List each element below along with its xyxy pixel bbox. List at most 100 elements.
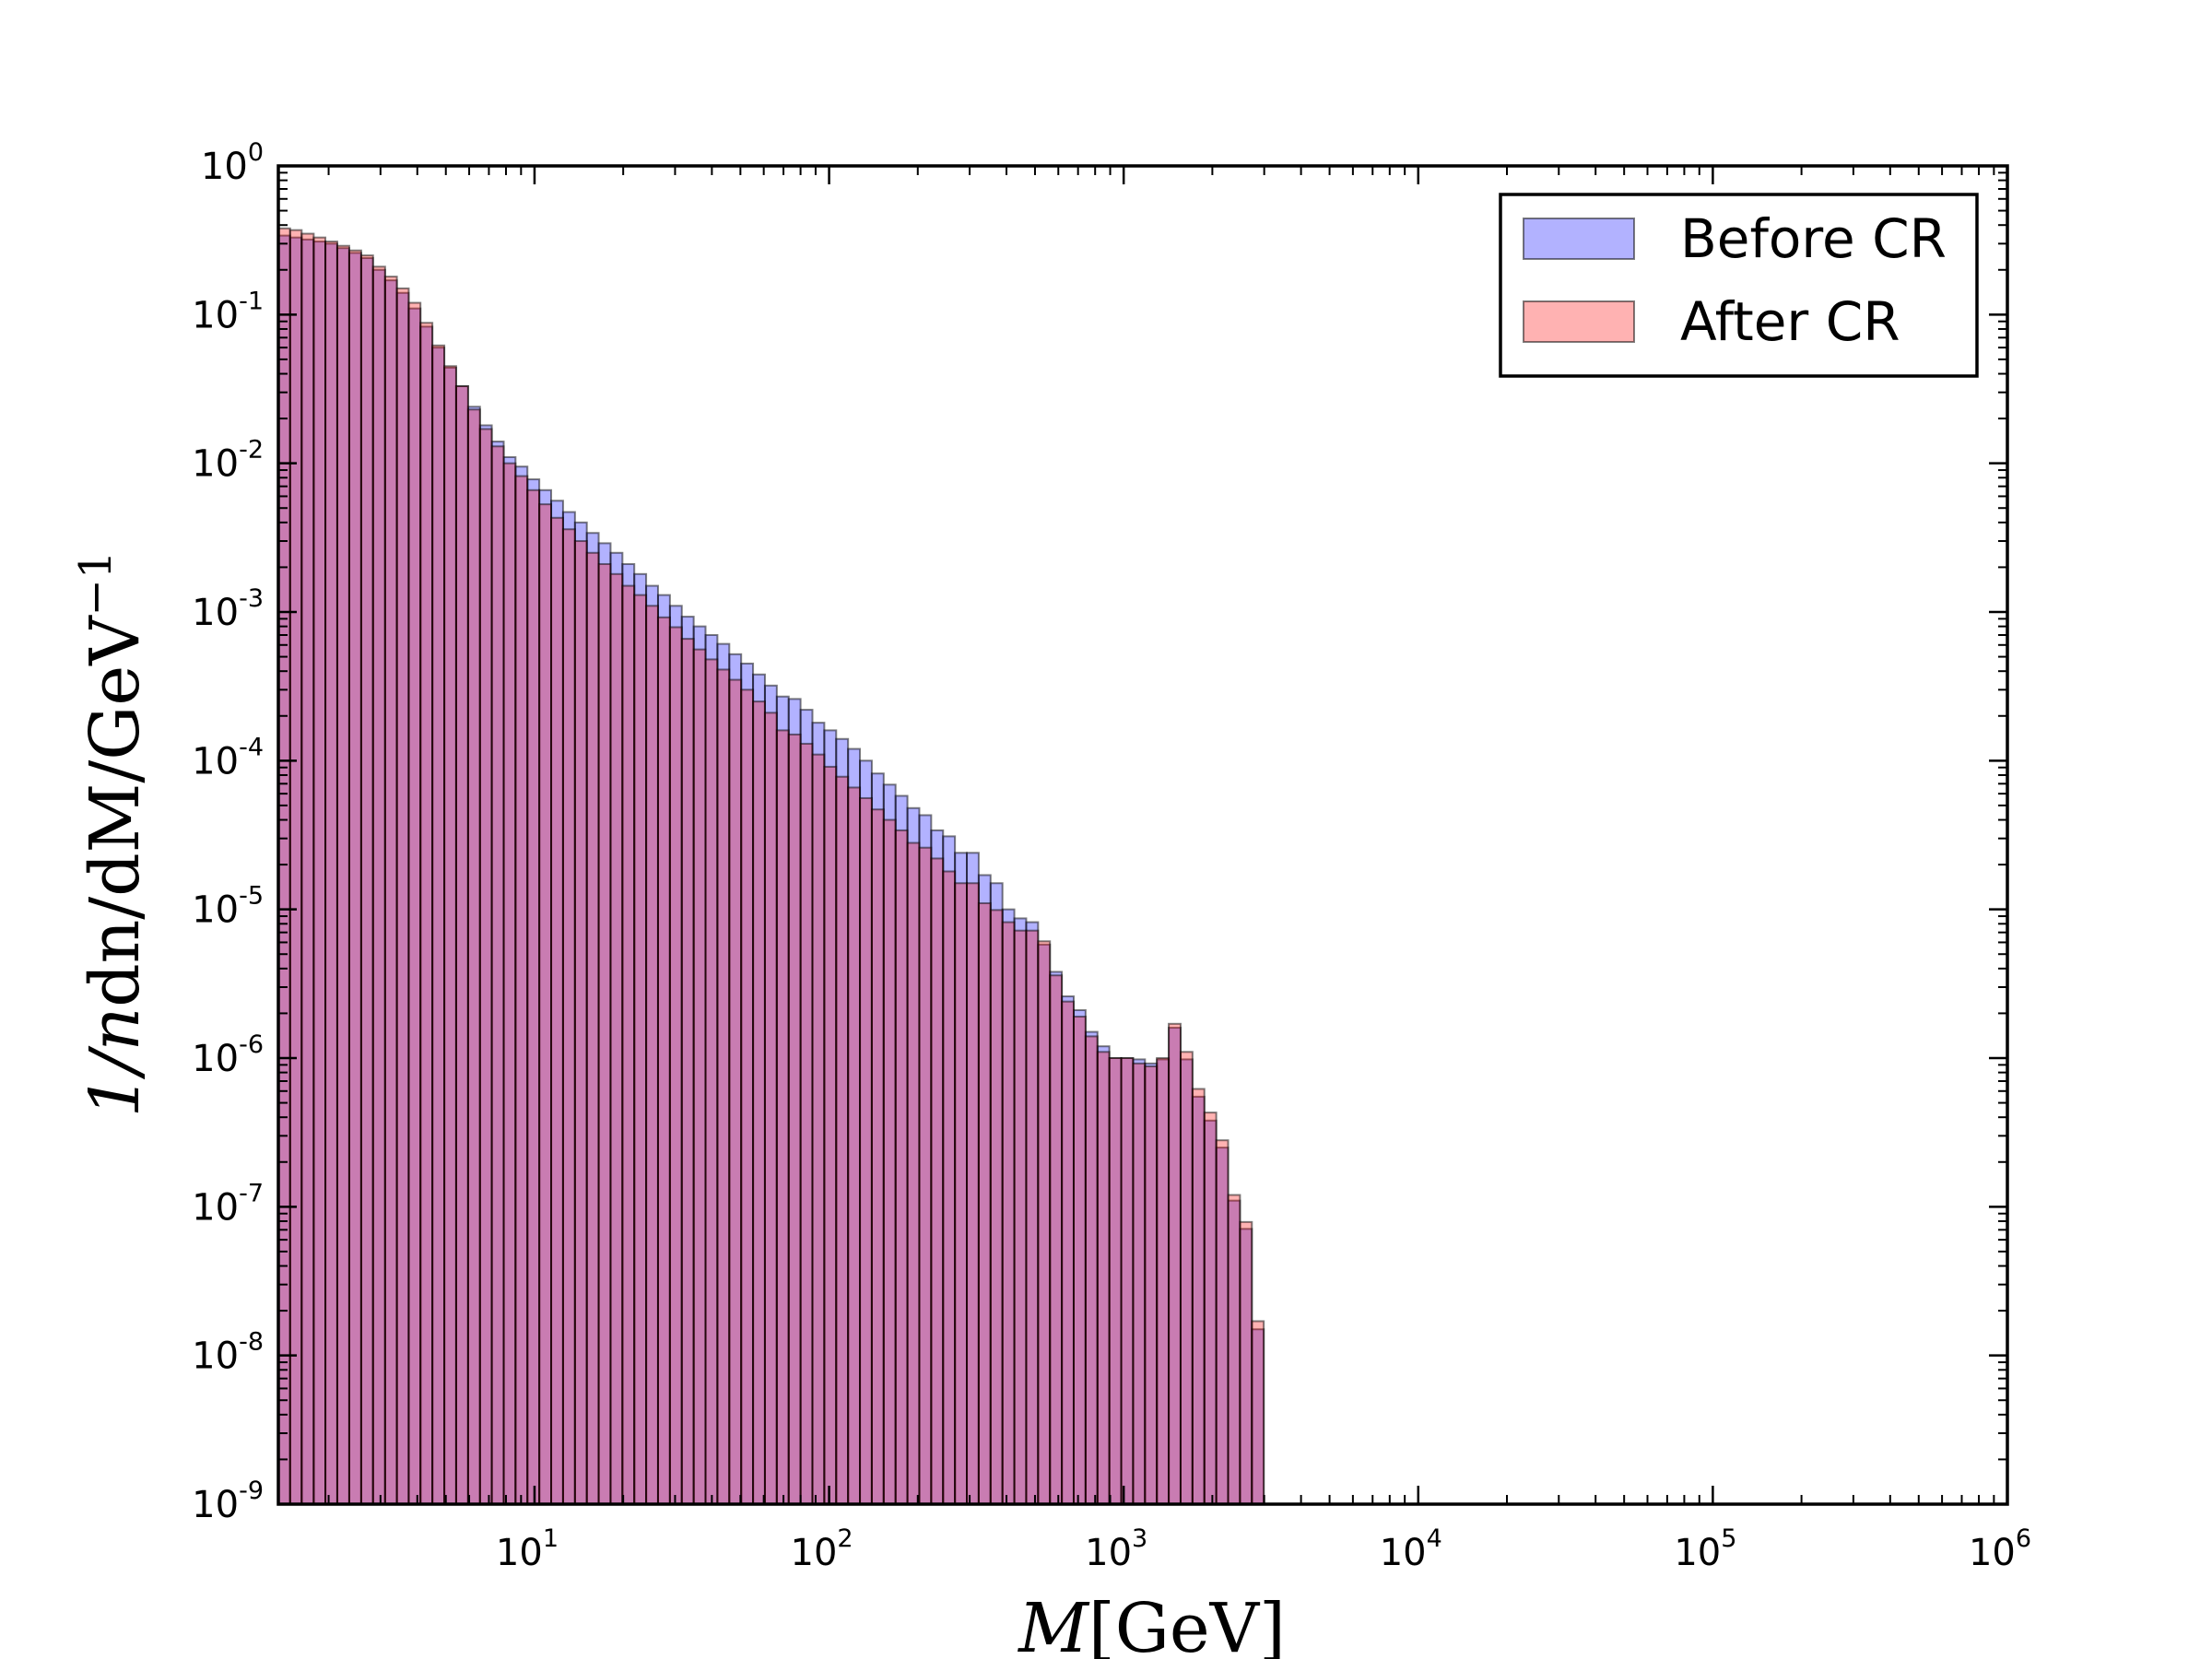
y-tick-base: 10 xyxy=(201,146,248,188)
after-cr-bar xyxy=(359,254,374,1506)
after-cr-bar xyxy=(811,753,826,1505)
y-tick-label: 100 xyxy=(201,138,264,188)
after-cr-bar xyxy=(1025,929,1040,1505)
after-cr-bar xyxy=(526,488,541,1505)
x-tick-exponent: 6 xyxy=(2016,1524,2031,1553)
after-cr-bar xyxy=(1215,1139,1230,1506)
y-tick-exponent: -8 xyxy=(239,1328,264,1357)
y-tick-exponent: -7 xyxy=(239,1179,264,1207)
x-tick-base: 10 xyxy=(1380,1532,1427,1574)
after-cr-bar xyxy=(859,796,873,1505)
after-cr-bar xyxy=(1251,1320,1265,1505)
y-tick-exponent: -2 xyxy=(239,436,264,465)
x-tick-label: 106 xyxy=(1969,1524,2031,1574)
y-axis-label-left: 1/n xyxy=(76,1007,155,1118)
after-cr-bar xyxy=(335,244,350,1505)
after-cr-bar xyxy=(1191,1088,1206,1505)
plot-area xyxy=(278,166,2007,1504)
after-cr-bar xyxy=(704,658,719,1505)
y-tick-exponent: -1 xyxy=(239,287,264,315)
y-axis-label-right: dn/dM/GeV xyxy=(76,615,155,1007)
after-cr-bar xyxy=(752,700,766,1505)
y-tick-exponent: -4 xyxy=(239,733,264,761)
y-tick-base: 10 xyxy=(192,1484,239,1526)
after-cr-bar xyxy=(1120,1057,1135,1505)
after-cr-bar xyxy=(1239,1220,1253,1505)
x-tick-base: 10 xyxy=(1969,1532,2016,1574)
y-tick-label: 10-4 xyxy=(192,733,264,782)
after-cr-bar xyxy=(942,870,957,1505)
plot-frame xyxy=(276,164,2009,1506)
x-tick-exponent: 3 xyxy=(1132,1524,1147,1553)
after-cr-bar xyxy=(728,678,743,1505)
y-tick-base: 10 xyxy=(192,1038,239,1080)
x-tick-label: 101 xyxy=(496,1524,559,1574)
y-tick-label: 10-1 xyxy=(192,287,264,336)
after-cr-bar xyxy=(573,540,588,1505)
after-cr-bar xyxy=(775,729,790,1505)
legend-label-after-cr: After CR xyxy=(1680,290,1900,353)
after-cr-bar xyxy=(431,344,446,1505)
x-tick-exponent: 4 xyxy=(1427,1524,1442,1553)
after-cr-bar xyxy=(1049,974,1064,1505)
legend-label-before-cr: Before CR xyxy=(1680,207,1947,270)
after-cr-bar xyxy=(882,818,897,1505)
x-tick-exponent: 2 xyxy=(837,1524,853,1553)
after-cr-bar xyxy=(1203,1112,1218,1506)
after-cr-bar xyxy=(680,638,695,1505)
after-cr-bar xyxy=(918,846,933,1505)
after-cr-bar xyxy=(383,276,398,1505)
after-cr-bar xyxy=(597,563,612,1505)
x-tick-base: 10 xyxy=(496,1532,543,1574)
after-cr-bar xyxy=(835,775,850,1505)
y-tick-label: 10-8 xyxy=(192,1328,264,1378)
y-tick-exponent: -9 xyxy=(239,1477,264,1505)
y-tick-label: 10-9 xyxy=(192,1477,264,1526)
after-cr-bar xyxy=(371,265,386,1505)
after-cr-bar xyxy=(1001,921,1016,1505)
after-cr-bar xyxy=(538,503,553,1505)
after-cr-bar xyxy=(1108,1057,1123,1505)
y-axis-label-exponent: −1 xyxy=(70,551,122,617)
legend-swatch-before-cr xyxy=(1523,218,1635,260)
after-cr-bar xyxy=(954,882,969,1505)
x-axis-unit: [GeV] xyxy=(1088,1589,1286,1659)
y-tick-base: 10 xyxy=(192,1186,239,1229)
after-cr-bar xyxy=(621,584,636,1505)
y-tick-base: 10 xyxy=(192,294,239,336)
after-cr-bar xyxy=(787,733,802,1505)
y-tick-base: 10 xyxy=(192,1335,239,1378)
x-tick-exponent: 5 xyxy=(1721,1524,1736,1553)
after-cr-bar xyxy=(930,857,945,1505)
legend-swatch-after-cr xyxy=(1523,300,1635,343)
after-cr-bar xyxy=(740,688,755,1505)
x-tick-label: 103 xyxy=(1085,1524,1147,1574)
after-cr-bar xyxy=(502,462,517,1506)
after-cr-bar xyxy=(656,616,671,1505)
after-cr-bar xyxy=(550,516,564,1505)
after-cr-bar xyxy=(277,227,291,1505)
after-cr-bar xyxy=(1156,1057,1171,1505)
after-cr-bar xyxy=(633,594,648,1505)
after-cr-bar xyxy=(1132,1062,1147,1506)
legend: Before CR After CR xyxy=(1499,193,1979,378)
y-tick-label: 10-3 xyxy=(192,584,264,634)
after-cr-bar xyxy=(478,428,493,1506)
after-cr-bar xyxy=(716,668,731,1505)
after-cr-bar xyxy=(1013,929,1028,1505)
after-cr-bar xyxy=(966,882,980,1505)
after-cr-bar xyxy=(1144,1065,1159,1505)
after-cr-bar xyxy=(443,365,457,1505)
after-cr-bar xyxy=(1072,1016,1087,1505)
x-tick-base: 10 xyxy=(791,1532,838,1574)
after-cr-bar xyxy=(490,445,505,1505)
after-cr-bar xyxy=(823,765,838,1505)
after-cr-bar xyxy=(419,322,434,1505)
x-tick-label: 102 xyxy=(791,1524,853,1574)
after-cr-bar xyxy=(692,648,707,1505)
after-cr-bar xyxy=(300,232,315,1506)
x-tick-labels: 101 102 103 104 105 106 xyxy=(496,1524,2031,1574)
x-axis-variable: M xyxy=(1017,1589,1090,1659)
